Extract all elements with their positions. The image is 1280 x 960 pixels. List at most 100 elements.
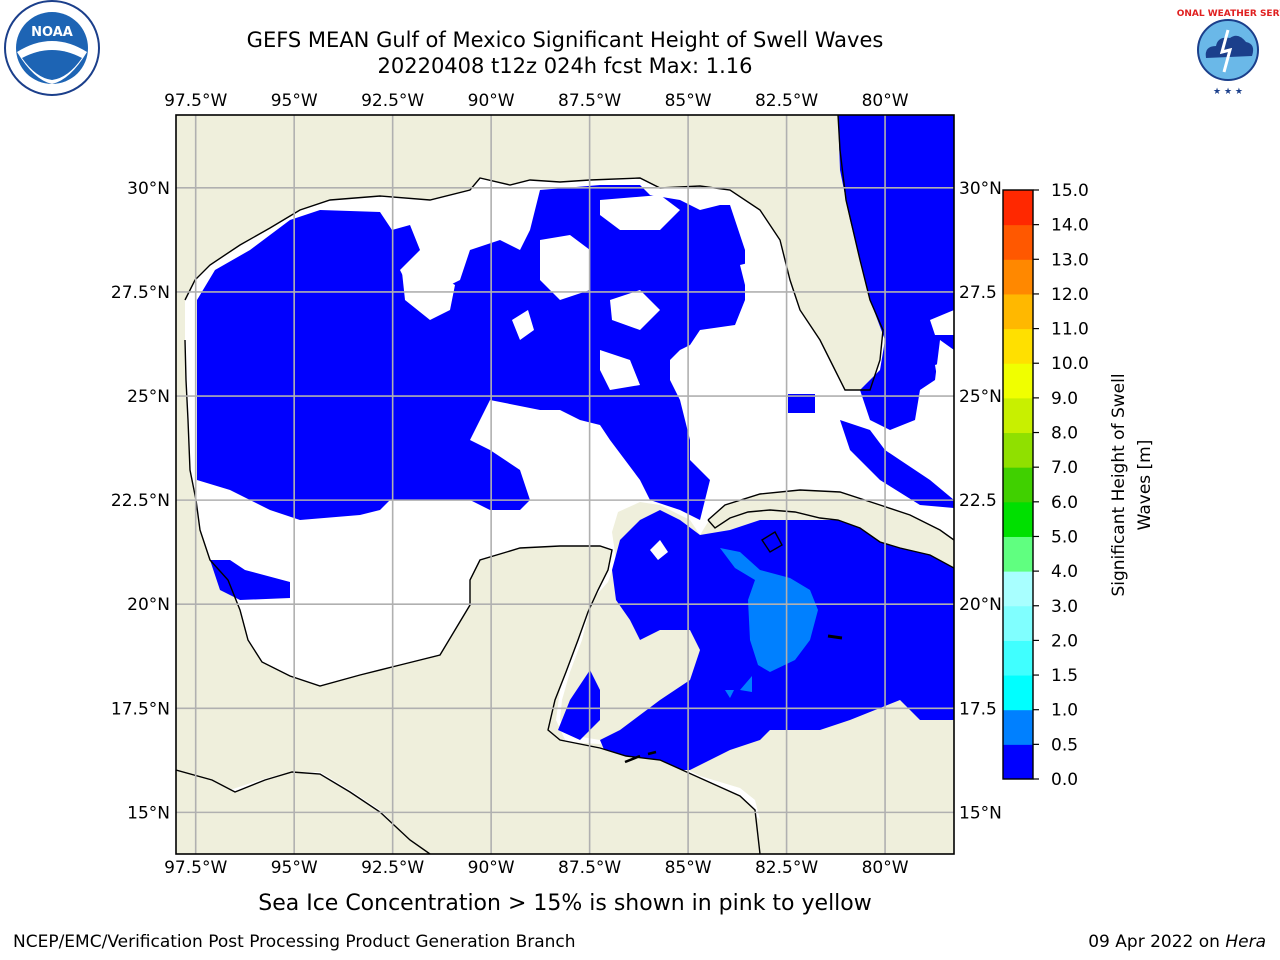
lon-tick-label: 97.5°W — [164, 858, 227, 878]
map-subtitle: 20220408 t12z 024h fcst Max: 1.16 — [377, 54, 753, 78]
lon-tick-label: 90°W — [468, 91, 515, 111]
central-america-land — [176, 742, 760, 854]
colorbar-swatch — [1003, 467, 1033, 503]
lon-tick-label: 80°W — [862, 858, 909, 878]
colorbar-swatch — [1003, 640, 1033, 676]
colorbar-tick-label: 4.0 — [1051, 562, 1078, 582]
swell-height-0.5-1.0m — [720, 548, 818, 698]
colorbar-tick-label: 12.0 — [1051, 285, 1089, 305]
colorbar-tick-label: 10.0 — [1051, 354, 1089, 374]
white-patch — [600, 350, 640, 390]
colorbar-tick-label: 1.5 — [1051, 666, 1078, 686]
colorbar-tick-label: 11.0 — [1051, 320, 1089, 340]
nws-logo: NATIONAL WEATHER SERVICE ★ ★ ★ — [1176, 4, 1280, 97]
lon-tick-label: 92.5°W — [361, 858, 424, 878]
lat-tick-label: 22.5 — [959, 491, 997, 511]
lon-tick-label: 95°W — [271, 858, 318, 878]
lat-tick-label: 20°N — [127, 595, 170, 615]
lon-tick-label: 87.5°W — [558, 858, 621, 878]
us-gulf-coast — [184, 115, 884, 391]
lon-tick-label: 95°W — [271, 91, 318, 111]
machine-name: Hera — [1225, 932, 1266, 952]
lat-tick-label: 17.5°N — [111, 699, 170, 719]
colorbar-swatch — [1003, 190, 1033, 226]
colorbar-tick-label: 0.5 — [1051, 735, 1078, 755]
map-frame — [175, 114, 955, 855]
colorbar-swatch — [1003, 397, 1033, 434]
white-patch — [935, 360, 954, 395]
lon-tick-label: 85°W — [665, 858, 712, 878]
colorbar-swatch — [1003, 536, 1033, 572]
lat-tick-label: 30°N — [959, 179, 1002, 199]
colorbar-swatch — [1003, 293, 1033, 330]
lat-tick-label: 22.5°N — [111, 491, 170, 511]
swell-field-keys — [788, 394, 815, 413]
colorbar: 0.0 0.5 1.0 1.5 2.0 3.0 4.0 5.0 6.0 7.0 8.0 9.0 10.0… — [1002, 181, 1089, 790]
sea-ice-note: Sea Ice Concentration > 15% is shown in … — [258, 891, 872, 916]
lon-tick-labels-top: 97.5°W 95°W 92.5°W 90°W 87.5°W 85°W 82.5°W 80°W — [164, 91, 909, 111]
swell-field-bahamas — [840, 420, 954, 508]
cayman-islands — [827, 634, 843, 640]
lat-tick-label: 15°N — [127, 803, 170, 823]
lon-tick-label: 90°W — [468, 858, 515, 878]
colorbar-tick-label: 14.0 — [1051, 216, 1089, 236]
colorbar-swatch — [1003, 501, 1033, 537]
colorbar-swatch — [1003, 709, 1033, 745]
colorbar-swatch — [1003, 432, 1033, 468]
white-patch — [600, 195, 680, 230]
lat-tick-label: 20°N — [959, 595, 1002, 615]
colorbar-tick-label: 15.0 — [1051, 181, 1089, 201]
white-patch — [512, 310, 534, 340]
gridlines — [176, 115, 954, 854]
lon-tick-label: 80°W — [862, 91, 909, 111]
colorbar-label-line1: Significant Height of Swell — [1109, 373, 1129, 596]
colorbar-tick-label: 8.0 — [1051, 424, 1078, 444]
colorbar-swatch — [1003, 744, 1033, 780]
coastlines — [176, 115, 954, 854]
colorbar-swatch — [1003, 363, 1033, 399]
colorbar-tick-label: 3.0 — [1051, 597, 1078, 617]
lon-tick-label: 85°W — [665, 91, 712, 111]
lon-tick-label: 82.5°W — [755, 91, 818, 111]
white-patch — [930, 310, 954, 335]
nws-logo-text: NATIONAL WEATHER SERVICE — [1176, 9, 1280, 19]
white-patch — [402, 270, 455, 320]
lon-tick-label: 87.5°W — [558, 91, 621, 111]
lat-tick-label: 25°N — [127, 387, 170, 407]
lon-tick-label: 92.5°W — [361, 91, 424, 111]
lat-tick-label: 27.5 — [959, 283, 997, 303]
swell-low-areas — [402, 195, 954, 560]
colorbar-swatch — [1003, 571, 1033, 607]
colorbar-swatch — [1003, 675, 1033, 711]
mexico-coast — [184, 339, 761, 854]
lon-tick-label: 82.5°W — [755, 858, 818, 878]
lat-tick-label: 15°N — [959, 803, 1002, 823]
nws-logo-stars: ★ ★ ★ — [1213, 87, 1243, 97]
bay-islands — [624, 750, 657, 764]
lon-tick-label: 97.5°W — [164, 91, 227, 111]
colorbar-tick-label: 9.0 — [1051, 389, 1078, 409]
swell-field-atlantic — [838, 115, 954, 430]
lon-tick-labels-bottom: 97.5°W 95°W 92.5°W 90°W 87.5°W 85°W 82.5°W 80°W — [164, 858, 909, 878]
lat-tick-label: 27.5°N — [111, 283, 170, 303]
pacific-coast — [176, 769, 431, 854]
lat-tick-label: 30°N — [127, 179, 170, 199]
lat-tick-labels-left: 30°N 27.5°N 25°N 22.5°N 20°N 17.5°N 15°N — [111, 179, 170, 824]
colorbar-tick-label: 7.0 — [1051, 458, 1078, 478]
colorbar-tick-label: 1.0 — [1051, 701, 1078, 721]
swell-field-mexico-coast — [210, 560, 290, 600]
colorbar-swatch — [1003, 224, 1033, 260]
white-patch — [540, 235, 590, 300]
map-title: GEFS MEAN Gulf of Mexico Significant Hei… — [246, 28, 884, 52]
colorbar-swatch — [1003, 605, 1033, 641]
colorbar-tick-label: 5.0 — [1051, 527, 1078, 547]
colorbar-tick-label: 0.0 — [1051, 770, 1078, 790]
lat-tick-labels-right: 30°N 27.5 25°N 22.5 20°N 17.5 15°N — [959, 179, 1002, 824]
colorbar-swatch — [1003, 259, 1033, 295]
colorbar-swatch — [1003, 328, 1033, 364]
cuba-coast — [707, 489, 954, 569]
map-area — [176, 115, 954, 854]
lat-tick-label: 17.5 — [959, 699, 997, 719]
run-date: 09 Apr 2022 on — [1088, 932, 1226, 952]
